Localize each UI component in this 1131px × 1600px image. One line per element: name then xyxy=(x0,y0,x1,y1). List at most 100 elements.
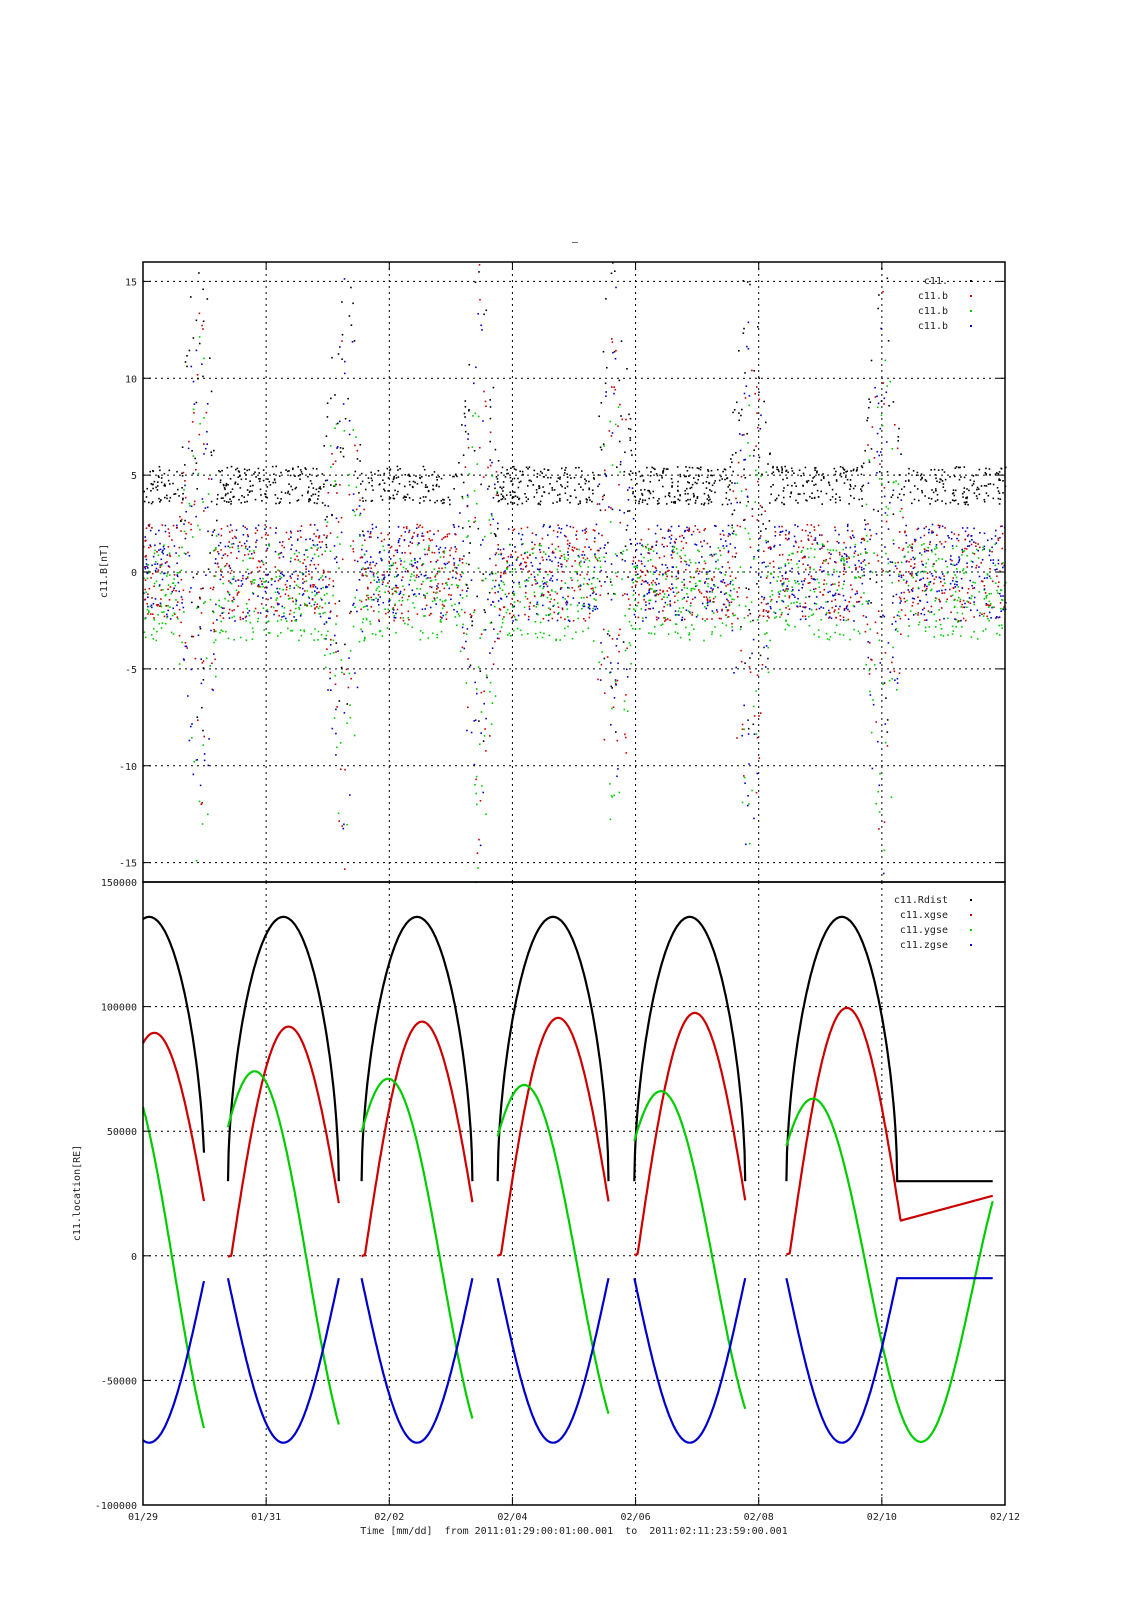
field-point xyxy=(707,599,709,602)
field-point xyxy=(466,505,469,508)
field-point xyxy=(733,509,736,512)
field-point xyxy=(237,585,240,587)
field-point xyxy=(251,627,254,630)
field-point xyxy=(656,524,659,527)
field-point xyxy=(220,574,222,576)
field-point xyxy=(914,539,917,541)
field-point xyxy=(482,476,485,478)
field-point xyxy=(632,492,634,495)
field-point xyxy=(534,578,536,581)
field-point xyxy=(446,535,448,538)
field-point xyxy=(767,463,769,465)
field-point xyxy=(393,616,396,619)
field-point xyxy=(329,532,332,534)
field-point xyxy=(287,594,290,597)
field-point xyxy=(935,626,937,628)
field-point xyxy=(576,604,579,607)
field-point xyxy=(307,492,309,494)
field-point xyxy=(821,570,824,573)
field-point xyxy=(957,561,960,564)
field-point xyxy=(907,589,910,591)
field-point xyxy=(264,581,267,583)
field-point xyxy=(144,618,146,620)
field-point xyxy=(907,546,909,548)
field-point xyxy=(567,557,570,560)
field-point xyxy=(299,615,302,617)
field-point xyxy=(309,523,312,526)
field-point xyxy=(866,419,868,422)
field-point xyxy=(236,467,239,470)
field-point xyxy=(479,844,482,847)
field-point xyxy=(743,617,746,619)
field-point xyxy=(717,568,720,570)
field-point xyxy=(813,590,816,593)
field-point xyxy=(558,527,560,529)
field-point xyxy=(284,492,287,494)
field-point xyxy=(823,588,826,591)
field-point xyxy=(325,586,327,589)
field-point xyxy=(727,535,730,537)
field-point xyxy=(313,524,316,526)
field-point xyxy=(903,579,905,581)
field-point xyxy=(747,719,749,721)
field-point xyxy=(776,466,778,468)
field-point xyxy=(994,582,997,584)
field-point xyxy=(316,606,318,608)
field-point xyxy=(150,483,153,485)
field-point xyxy=(612,262,614,264)
field-point xyxy=(788,531,791,533)
field-point xyxy=(861,582,864,585)
field-point xyxy=(188,739,191,742)
field-point xyxy=(162,589,164,591)
field-point xyxy=(587,603,590,605)
field-point xyxy=(567,551,569,553)
field-point xyxy=(878,828,880,830)
field-point xyxy=(803,606,806,609)
field-point xyxy=(470,615,473,617)
field-point xyxy=(785,619,787,622)
field-point xyxy=(956,537,958,540)
field-point xyxy=(410,575,412,578)
field-point xyxy=(331,513,333,516)
field-point xyxy=(720,591,722,593)
field-point xyxy=(822,545,824,547)
field-point xyxy=(198,336,201,338)
field-point xyxy=(688,529,690,531)
field-point xyxy=(536,491,538,494)
field-point xyxy=(735,552,738,555)
field-point xyxy=(305,468,307,470)
field-point xyxy=(803,492,805,495)
field-point xyxy=(823,545,825,547)
field-point xyxy=(961,554,963,556)
field-point xyxy=(798,560,800,562)
field-point xyxy=(363,568,366,570)
field-point xyxy=(852,469,855,472)
field-point xyxy=(447,496,450,499)
field-point xyxy=(635,574,637,576)
field-point xyxy=(167,565,170,567)
field-point xyxy=(422,539,425,541)
field-point xyxy=(825,492,828,495)
field-point xyxy=(733,614,735,617)
field-point xyxy=(440,612,442,614)
field-point xyxy=(354,672,356,674)
field-point xyxy=(213,549,216,552)
field-point xyxy=(765,541,768,544)
field-point xyxy=(914,557,916,559)
field-point xyxy=(836,570,838,573)
field-point xyxy=(421,535,423,537)
field-point xyxy=(412,480,415,483)
field-point xyxy=(773,544,776,547)
field-point xyxy=(167,528,170,530)
field-point xyxy=(160,605,163,608)
field-point xyxy=(642,545,644,548)
field-point xyxy=(303,629,305,632)
field-point xyxy=(253,550,255,552)
field-point xyxy=(726,503,729,506)
field-point xyxy=(475,366,477,369)
field-point xyxy=(912,601,914,604)
field-point xyxy=(667,528,670,531)
field-point xyxy=(720,617,722,620)
field-point xyxy=(313,553,316,556)
field-point xyxy=(841,555,843,558)
